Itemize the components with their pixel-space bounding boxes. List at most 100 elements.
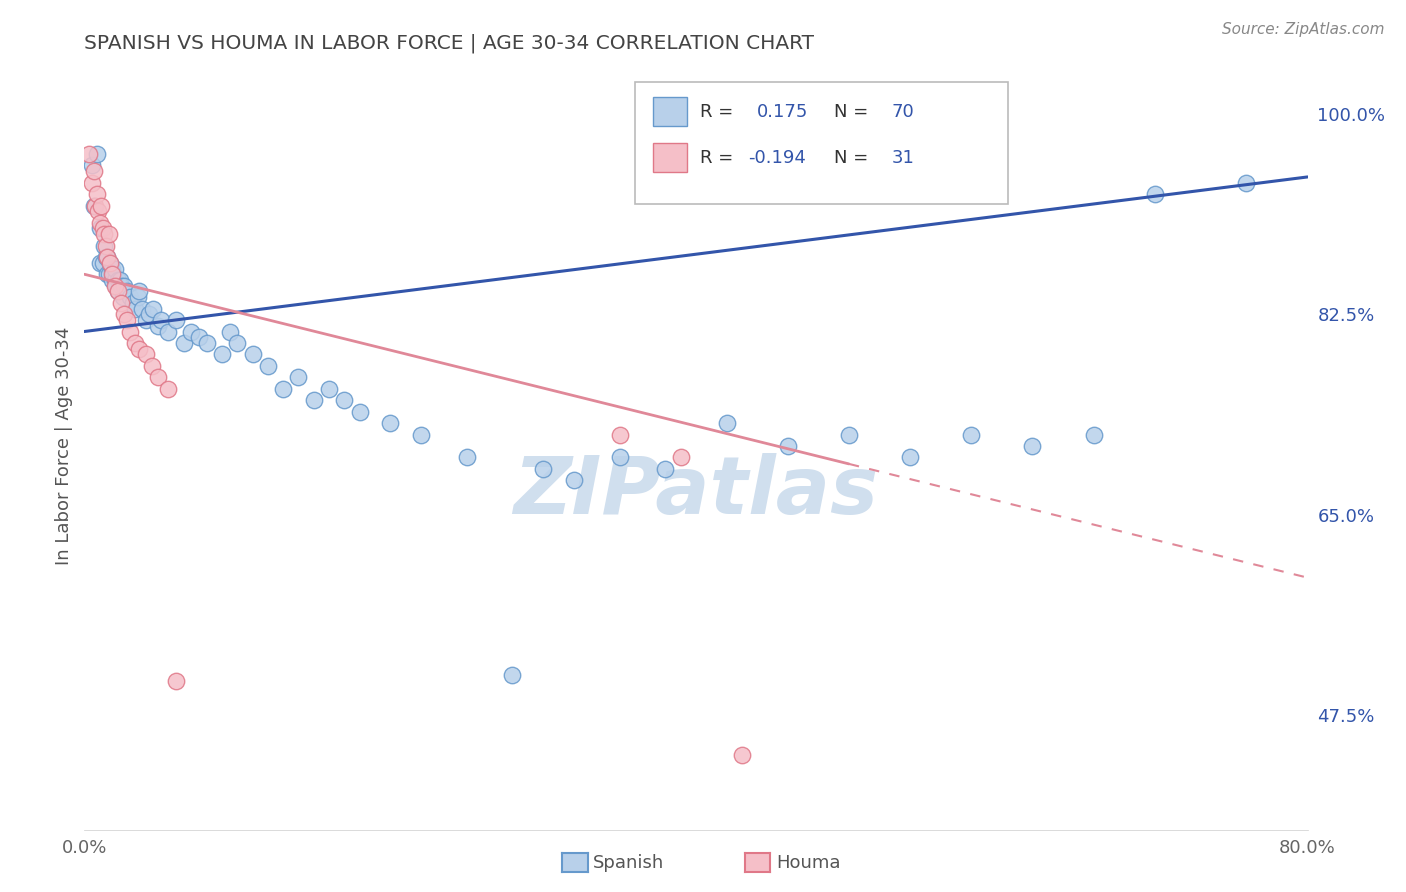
Point xyxy=(104,261,127,276)
Point xyxy=(380,416,402,430)
Point xyxy=(531,462,554,476)
Point xyxy=(141,359,163,373)
Point xyxy=(165,673,187,688)
Point xyxy=(105,278,128,293)
Point xyxy=(960,427,983,442)
Point xyxy=(93,227,115,242)
Point xyxy=(80,159,103,173)
Point xyxy=(98,256,121,270)
Point xyxy=(122,296,145,310)
Point xyxy=(654,462,676,476)
Point xyxy=(146,370,169,384)
Point xyxy=(96,250,118,264)
Point xyxy=(669,450,692,465)
Point xyxy=(128,342,150,356)
Text: SPANISH VS HOUMA IN LABOR FORCE | AGE 30-34 CORRELATION CHART: SPANISH VS HOUMA IN LABOR FORCE | AGE 30… xyxy=(84,34,814,53)
Point xyxy=(112,278,135,293)
Text: R =: R = xyxy=(700,103,733,121)
Point xyxy=(120,325,142,339)
Point xyxy=(104,273,127,287)
Point xyxy=(349,404,371,418)
Point xyxy=(409,427,432,442)
Point xyxy=(107,285,129,299)
Point xyxy=(302,393,325,408)
Point xyxy=(97,267,120,281)
Point xyxy=(127,290,149,304)
Point xyxy=(180,325,202,339)
Point xyxy=(89,221,111,235)
Point xyxy=(609,450,631,465)
Point xyxy=(89,216,111,230)
Point xyxy=(97,227,120,242)
Point xyxy=(1143,187,1166,202)
Point xyxy=(135,313,157,327)
Point xyxy=(124,335,146,350)
Text: R =: R = xyxy=(700,149,733,168)
Point xyxy=(1236,176,1258,190)
Point xyxy=(502,668,524,682)
Point xyxy=(838,427,860,442)
Point xyxy=(84,198,107,212)
Point xyxy=(94,238,117,252)
Text: Spanish: Spanish xyxy=(593,854,665,871)
Point xyxy=(138,307,160,321)
Point xyxy=(146,318,169,333)
Point xyxy=(98,256,121,270)
Point xyxy=(91,256,114,270)
Point xyxy=(83,198,105,212)
Point xyxy=(318,382,340,396)
Point xyxy=(115,313,138,327)
FancyBboxPatch shape xyxy=(654,97,688,126)
Text: 31: 31 xyxy=(891,149,914,168)
Point xyxy=(91,221,114,235)
Point xyxy=(1083,427,1105,442)
Point xyxy=(101,273,124,287)
Point xyxy=(86,147,108,161)
Text: 70: 70 xyxy=(891,103,914,121)
Point xyxy=(77,147,100,161)
Point xyxy=(157,382,180,396)
Point xyxy=(135,347,157,361)
Text: ZIPatlas: ZIPatlas xyxy=(513,453,879,531)
Point xyxy=(195,335,218,350)
Point xyxy=(110,278,132,293)
Point xyxy=(211,347,233,361)
Point xyxy=(1021,439,1043,453)
Point xyxy=(128,285,150,299)
Point xyxy=(456,450,478,465)
Text: N =: N = xyxy=(834,103,869,121)
Point xyxy=(287,370,309,384)
Point xyxy=(111,290,134,304)
FancyBboxPatch shape xyxy=(636,81,1008,204)
FancyBboxPatch shape xyxy=(654,143,688,172)
Point xyxy=(103,267,125,281)
Point xyxy=(157,325,180,339)
Point xyxy=(271,382,294,396)
Text: Houma: Houma xyxy=(776,854,841,871)
Point xyxy=(149,313,172,327)
Point xyxy=(333,393,356,408)
Point xyxy=(96,250,118,264)
Point xyxy=(218,325,240,339)
Point xyxy=(776,439,799,453)
Point xyxy=(609,427,631,442)
Point xyxy=(226,335,249,350)
Point xyxy=(124,301,146,316)
Point xyxy=(101,267,124,281)
Point xyxy=(80,176,103,190)
Point xyxy=(96,267,118,281)
Point xyxy=(716,416,738,430)
Point xyxy=(115,285,138,299)
Point xyxy=(83,164,105,178)
Point xyxy=(562,474,585,488)
Text: N =: N = xyxy=(834,149,869,168)
Point xyxy=(131,301,153,316)
Point xyxy=(110,296,132,310)
Point xyxy=(120,290,142,304)
Point xyxy=(89,256,111,270)
Point xyxy=(86,187,108,202)
Point xyxy=(108,273,131,287)
Point xyxy=(242,347,264,361)
Point xyxy=(101,261,124,276)
Point xyxy=(173,335,195,350)
